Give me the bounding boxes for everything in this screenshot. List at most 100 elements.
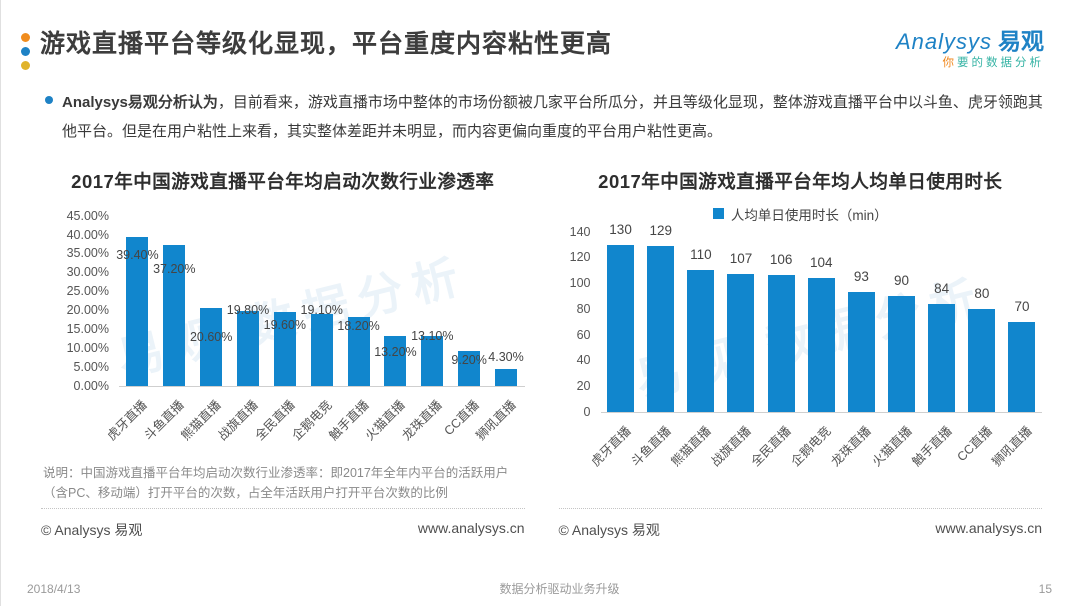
bar-value-label: 104 [810, 254, 833, 270]
website-text: www.analysys.cn [417, 519, 525, 536]
y-axis-tick: 25.00% [66, 284, 109, 299]
footer-slogan: 数据分析驱动业务升级 [499, 582, 620, 596]
bar-value-label: 9.20% [451, 352, 487, 367]
bar-战旗直播 [727, 274, 755, 412]
y-axis-tick: 140 [569, 224, 591, 239]
bar-龙珠直播 [847, 292, 875, 412]
bar-slot: 84 [922, 232, 962, 412]
chart-legend: 人均单日使用时长（min） [559, 204, 1043, 224]
footer-date: 2018/4/13 [27, 581, 81, 596]
source-row-left: © Analysys 易观 www.analysys.cn [41, 507, 525, 540]
bar-value-label: 4.30% [488, 350, 524, 365]
bar-value-label: 70 [1014, 298, 1030, 314]
chart-card-usage-time: 2017年中国游戏直播平台年均人均单日使用时长 人均单日使用时长（min） 易观… [558, 166, 1043, 540]
bar-企鹅电竞 [807, 277, 835, 412]
chart-title-usage-time: 2017年中国游戏直播平台年均人均单日使用时长 [598, 170, 1003, 192]
bar-value-label: 107 [729, 251, 753, 267]
bar-slot: 107 [721, 232, 761, 412]
summary-body: ，目前看来，游戏直播市场中整体的市场份额被几家平台所瓜分，并且等级化显现，整体游… [62, 93, 1043, 140]
y-axis-tick: 100 [569, 276, 591, 291]
bar-slot: 39.40% [116, 216, 159, 386]
orange-dot-icon [21, 33, 30, 42]
bar-狮吼直播 [495, 369, 518, 386]
y-axis-tick: 120 [569, 250, 591, 265]
bar-slot: 13.20% [374, 216, 417, 386]
footer-page-number: 15 [1038, 581, 1052, 596]
chart-title-penetration: 2017年中国游戏直播平台年均启动次数行业渗透率 [71, 170, 495, 192]
x-axis-label-slot: 触手直播 [909, 413, 962, 477]
y-axis-tick: 40 [576, 353, 591, 368]
y-axis-tick: 0.00% [73, 378, 109, 393]
bar-火猫直播 [888, 295, 916, 412]
logo-brand-en: Analysys [895, 29, 992, 54]
bar-slot: 106 [761, 232, 801, 412]
bar-slot: 4.30% [488, 216, 525, 386]
legend-swatch-icon [712, 208, 724, 220]
bar-value-label: 37.20% [153, 262, 196, 277]
x-axis-label-slot: CC直播 [954, 413, 1002, 477]
y-axis-tick: 5.00% [73, 359, 109, 374]
bar-value-label: 18.20% [337, 318, 380, 333]
x-axis-label-slot: 虎牙直播 [588, 413, 641, 477]
bar-虎牙直播 [126, 236, 149, 386]
chart-plot-penetration: 易观 数据分析 0.00%5.00%10.00%15.00%20.00%25.0… [41, 209, 525, 451]
y-axis-tick: 45.00% [66, 208, 109, 223]
x-axis-label-slot: 狮吼直播 [473, 387, 525, 451]
x-axis-labels-usage-time: 虎牙直播 斗鱼直播 熊猫直播 战旗直播 全民直播 企鹅电竞 龙珠直播 火猫直播 触手直播 CC直播… [588, 413, 1043, 477]
x-axis-label-slot: 熊猫直播 [668, 413, 721, 477]
bar-slot: 9.20% [451, 216, 488, 386]
x-axis-label-slot: 全民直播 [749, 413, 801, 477]
page-title: 游戏直播平台等级化显现，平台重度内容粘性更高 [40, 30, 613, 58]
y-axis-tick: 60 [576, 327, 591, 342]
page-footer: 2018/4/13 数据分析驱动业务升级 15 [27, 580, 1052, 597]
y-axis-tick: 80 [576, 301, 591, 316]
bar-slot: 93 [841, 232, 881, 412]
blue-dot-icon [21, 47, 30, 56]
bullet-dot-icon [45, 95, 53, 104]
bar-value-label: 110 [690, 247, 712, 263]
y-axis-tick: 10.00% [66, 340, 109, 355]
y-axis-tick: 30.00% [66, 265, 109, 280]
bar-slot: 13.10% [411, 216, 454, 386]
chart-card-penetration: 2017年中国游戏直播平台年均启动次数行业渗透率 易观 数据分析 0.00%5.… [41, 166, 525, 540]
bar-value-label: 80 [974, 285, 990, 301]
bar-slot: 104 [801, 232, 841, 412]
bar-熊猫直播 [687, 270, 715, 412]
y-axis-usage-time: 0 20 40 60 80 100 120 140 [559, 225, 601, 419]
x-axis-label-slot: 企鹅电竞 [789, 413, 841, 477]
bar-value-label: 39.40% [116, 247, 159, 262]
y-axis-tick: 20.00% [66, 303, 109, 318]
plot-area-usage-time: 130 129 110 107 106 104 93 90 84 80 70 虎牙直播 斗鱼直播 熊猫直… [588, 222, 1043, 477]
bar-战旗直播 [237, 310, 259, 386]
summary-lead: Analysys易观分析认为 [62, 93, 218, 111]
bar-slot: 20.60% [189, 216, 233, 386]
bar-slot: 110 [681, 232, 721, 412]
copyright-text: © Analysys 易观 [558, 521, 660, 538]
charts-row: 2017年中国游戏直播平台年均启动次数行业渗透率 易观 数据分析 0.00%5.… [1, 166, 1078, 540]
bar-火猫直播 [384, 335, 407, 386]
y-axis-tick: 0 [583, 404, 591, 419]
bar-触手直播 [347, 316, 370, 386]
bar-value-label: 20.60% [189, 329, 233, 344]
bar-slot: 70 [1002, 232, 1042, 412]
x-axis-labels-penetration: 虎牙直播 斗鱼直播 熊猫直播 战旗直播 全民直播 企鹅电竞 触手直播 火猫直播 龙珠直播 CC直播… [105, 387, 525, 451]
bar-龙珠直播 [421, 336, 444, 386]
y-axis-tick: 35.00% [66, 246, 109, 261]
logo-brand-cn: 易观 [998, 28, 1044, 54]
y-axis-penetration: 0.00% 5.00% 10.00% 15.00% 20.00% 25.00% 30.00%… [41, 209, 119, 393]
bar-value-label: 19.60% [263, 317, 307, 332]
plot-area-penetration: 39.40% 37.20% 20.60% 19.80% 19.60% 19.10% 18.2… [105, 216, 525, 451]
x-axis-label-slot: 战旗直播 [708, 413, 761, 477]
bar-狮吼直播 [1008, 321, 1036, 412]
copyright-text: © Analysys 易观 [41, 521, 143, 538]
bar-slot: 19.60% [263, 216, 307, 386]
logo-tagline-rest: 要的数据分析 [957, 57, 1044, 70]
analyst-summary: Analysys易观分析认为，目前看来，游戏直播市场中整体的市场份额被几家平台所… [1, 88, 1078, 146]
bar-slot: 130 [601, 222, 641, 412]
website-text: www.analysys.cn [935, 519, 1042, 536]
chart-footnote: 说明：中国游戏直播平台年均启动次数行业渗透率：即2017年全年内平台的活跃用户（… [43, 465, 509, 500]
source-row-right: © Analysys 易观 www.analysys.cn [558, 507, 1042, 540]
title-accent-dots [21, 33, 30, 70]
bar-value-label: 129 [649, 222, 672, 238]
bar-value-label: 13.10% [411, 329, 454, 344]
